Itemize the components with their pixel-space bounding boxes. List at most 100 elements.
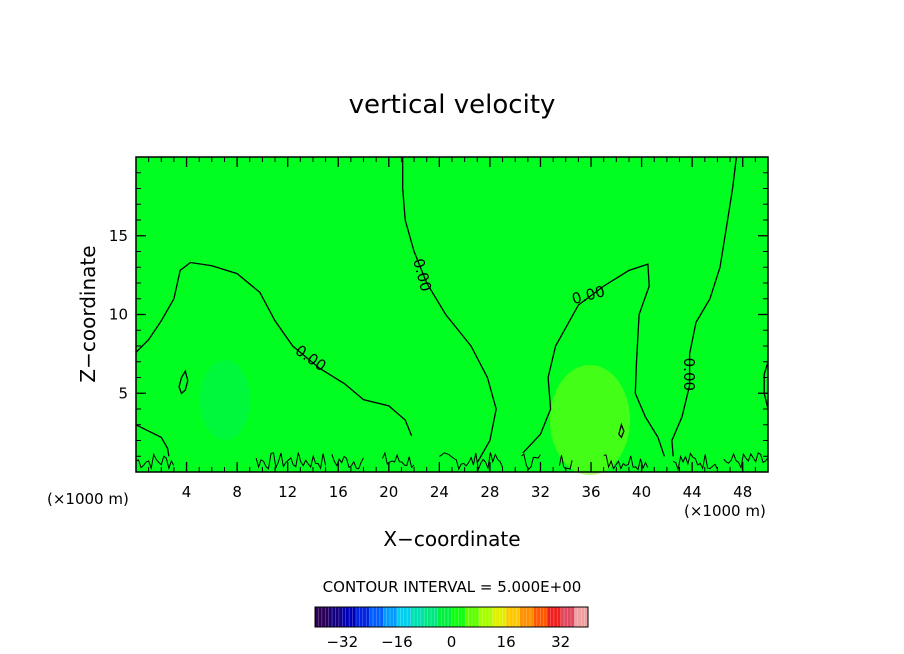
colorbar-strip — [386, 607, 391, 627]
colorbar-strip — [393, 607, 398, 627]
colorbar-strip — [574, 607, 579, 627]
colorbar-strip — [499, 607, 503, 627]
x-unit-right: (×1000 m) — [684, 502, 766, 520]
colorbar-strip — [431, 607, 435, 627]
colorbar-strip — [465, 607, 469, 627]
colorbar-strip — [355, 607, 360, 627]
colorbar-strip — [352, 607, 357, 627]
colorbar-strip — [557, 607, 561, 627]
colorbar-strip — [509, 607, 514, 627]
colorbar-strip — [540, 607, 544, 627]
x-unit-left: (×1000 m) — [47, 490, 129, 508]
colorbar-strip — [547, 607, 551, 627]
contour-line-4 — [178, 369, 189, 395]
colorbar-strip — [523, 607, 527, 627]
colorbar-strip — [482, 607, 486, 627]
colorbar-strip — [400, 607, 405, 627]
surface-contour-8 — [603, 454, 649, 471]
colorbar-strip — [366, 607, 370, 627]
colorbar-strip — [475, 607, 480, 627]
colorbar-strip — [536, 607, 541, 627]
colorbar-strip — [396, 607, 401, 627]
contour-line-1 — [402, 157, 497, 463]
x-tick-label-8: 36 — [581, 483, 600, 501]
colorbar-strip — [345, 607, 350, 627]
contour-label-3: 0.00 — [680, 358, 698, 391]
colorbar-strip — [328, 607, 333, 627]
colorbar-strip — [529, 607, 534, 627]
colorbar-strip — [533, 607, 538, 627]
warm-patch — [550, 365, 630, 475]
colorbar-strip — [471, 607, 476, 627]
cool-patch — [200, 360, 250, 440]
colorbar-strip — [359, 607, 364, 627]
y-axis-ticks: 5 10 15 — [109, 172, 768, 457]
colorbar-strip — [451, 607, 456, 627]
colorbar-strip — [376, 607, 381, 627]
colorbar-strip — [485, 607, 490, 627]
colorbar-strip — [424, 607, 428, 627]
y-tick-label-0: 5 — [118, 384, 128, 402]
x-axis-ticks: 4 8 12 16 20 24 28 32 36 40 44 48 — [148, 157, 756, 501]
colorbar-strip — [441, 607, 445, 627]
colorbar-tick-label-1: −16 — [381, 633, 413, 651]
colorbar-strip — [335, 607, 340, 627]
colorbar-strip — [342, 607, 347, 627]
contour-line-5 — [618, 422, 625, 439]
colorbar-strip — [437, 607, 442, 627]
colorbar-strip — [512, 607, 517, 627]
contour-line-0 — [135, 261, 413, 437]
colorbar-strip — [567, 607, 572, 627]
colorbar-strip — [543, 607, 548, 627]
colorbar-strip — [420, 607, 425, 627]
surface-contour-3 — [382, 451, 415, 469]
x-tick-label-3: 16 — [329, 483, 348, 501]
x-tick-label-1: 8 — [232, 483, 242, 501]
colorbar-strip — [577, 607, 582, 627]
x-tick-label-0: 4 — [182, 483, 192, 501]
colorbar-strip — [560, 607, 565, 627]
colorbar-strip — [550, 607, 555, 627]
colorbar-strip — [379, 607, 384, 627]
colorbar-tick-label-0: −32 — [326, 633, 358, 651]
colorbar-strip — [495, 607, 500, 627]
colorbar-strip — [519, 607, 524, 627]
colorbar-strip — [516, 607, 521, 627]
y-axis-label: Z−coordinate — [76, 245, 100, 382]
surface-contour-1 — [255, 452, 327, 470]
surface-contour-5 — [470, 452, 504, 472]
surface-contour-4 — [439, 452, 472, 471]
colorbar-strip — [332, 607, 336, 627]
plot-background — [136, 157, 768, 472]
contour-line-3 — [671, 156, 738, 457]
colorbar-strip — [444, 607, 449, 627]
colorbar-strip — [383, 607, 387, 627]
colorbar-strip — [410, 607, 415, 627]
contour-line-2 — [522, 263, 666, 457]
colorbar-ticks: −32 −16 0 16 32 — [326, 633, 570, 651]
colorbar-strip — [448, 607, 452, 627]
x-tick-label-9: 40 — [632, 483, 651, 501]
surface-contour-10 — [723, 452, 769, 470]
colorbar-strip — [417, 607, 422, 627]
chart-title: vertical velocity — [349, 90, 556, 120]
x-tick-label-4: 20 — [379, 483, 398, 501]
colorbar-strip — [564, 607, 568, 627]
colorbar-strip — [362, 607, 367, 627]
colorbar-strip — [373, 607, 377, 627]
colorbar-strip — [502, 607, 507, 627]
surface-contour-0 — [135, 452, 175, 471]
contour-lines — [135, 156, 769, 463]
colorbar-strip — [458, 607, 463, 627]
x-tick-label-2: 12 — [278, 483, 297, 501]
colorbar-tick-label-4: 32 — [551, 633, 570, 651]
plot-area: 0.000.000.000.00 4 8 12 16 20 24 28 32 36 40 44 48 … — [109, 156, 769, 501]
surface-contour-6 — [521, 453, 541, 470]
colorbar-strip — [349, 607, 353, 627]
colorbar — [314, 606, 589, 628]
colorbar-strip — [468, 607, 473, 627]
colorbar-strip — [489, 607, 493, 627]
colorbar-strip — [407, 607, 411, 627]
colorbar-strip — [325, 607, 329, 627]
